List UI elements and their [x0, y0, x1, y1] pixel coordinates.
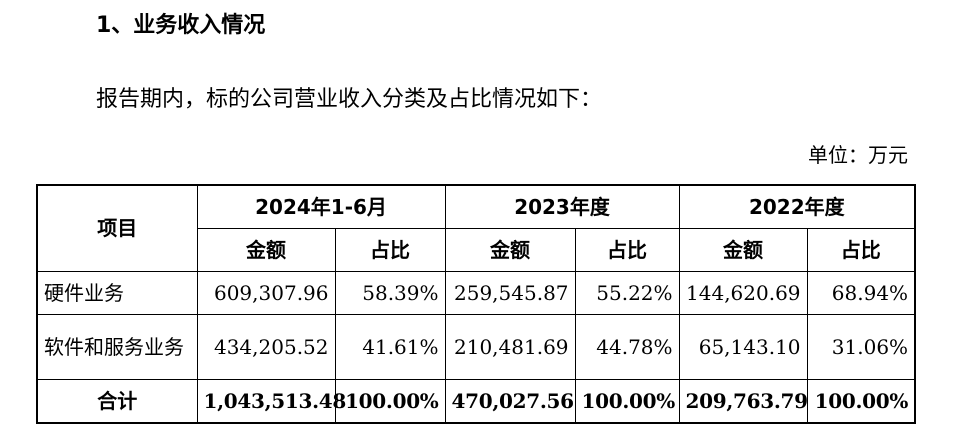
table-row: 硬件业务 609,307.96 58.39% 259,545.87 55.22%…	[36, 270, 916, 315]
total-share-cell: 100.00%	[334, 378, 446, 424]
row-label: 硬件业务	[36, 270, 198, 315]
share-cell: 58.39%	[334, 270, 446, 315]
amount-cell: 259,545.87	[444, 270, 576, 315]
row-label: 软件和服务业务	[36, 313, 198, 380]
section-heading: 1、业务收入情况	[96, 13, 266, 38]
amount-header: 金额	[196, 227, 336, 272]
amount-cell: 434,205.52	[196, 313, 336, 380]
share-cell: 44.78%	[574, 313, 680, 380]
amount-cell: 210,481.69	[444, 313, 576, 380]
amount-cell: 65,143.10	[678, 313, 808, 380]
amount-cell: 609,307.96	[196, 270, 336, 315]
share-cell: 68.94%	[806, 270, 916, 315]
total-row: 合计 1,043,513.48 100.00% 470,027.56 100.0…	[36, 378, 916, 424]
share-header: 占比	[806, 227, 916, 272]
total-amount-cell: 470,027.56	[444, 378, 576, 424]
amount-header: 金额	[444, 227, 576, 272]
total-amount-cell: 209,763.79	[678, 378, 808, 424]
table-row: 软件和服务业务 434,205.52 41.61% 210,481.69 44.…	[36, 313, 916, 380]
share-cell: 41.61%	[334, 313, 446, 380]
total-share-cell: 100.00%	[806, 378, 916, 424]
share-header: 占比	[334, 227, 446, 272]
total-amount-cell: 1,043,513.48	[196, 378, 346, 424]
item-header: 项目	[36, 184, 198, 272]
revenue-table: 项目 2024年1-6月 2023年度 2022年度 金额 占比 金额 占比 金…	[36, 184, 917, 424]
share-cell: 31.06%	[806, 313, 916, 380]
intro-paragraph: 报告期内，标的公司营业收入分类及占比情况如下：	[96, 87, 603, 112]
unit-note: 单位：万元	[808, 143, 908, 167]
share-cell: 55.22%	[574, 270, 680, 315]
amount-header: 金额	[678, 227, 808, 272]
period-header: 2022年度	[678, 184, 916, 229]
period-header: 2023年度	[444, 184, 680, 229]
header-row-periods: 项目 2024年1-6月 2023年度 2022年度	[36, 184, 916, 272]
share-header: 占比	[574, 227, 680, 272]
total-share-cell: 100.00%	[574, 378, 680, 424]
period-header: 2024年1-6月	[196, 184, 446, 229]
amount-cell: 144,620.69	[678, 270, 808, 315]
total-label: 合计	[36, 378, 198, 424]
